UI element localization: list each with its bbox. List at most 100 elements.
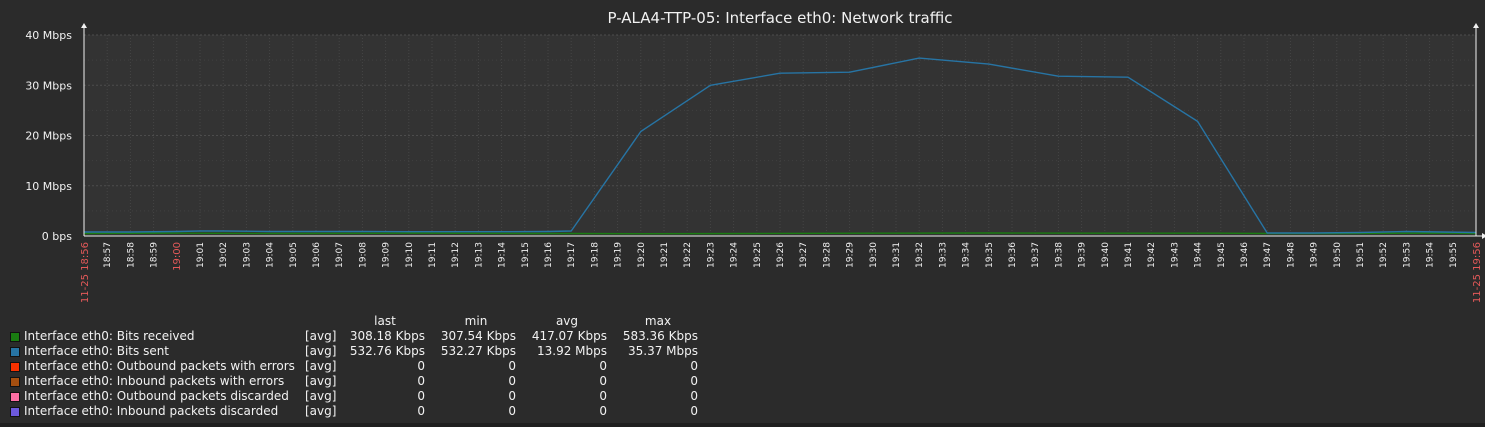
legend-row-inbound-discarded: Interface eth0: Inbound packets discarde… <box>0 404 720 419</box>
x-tick-label: 19:22 <box>683 242 693 268</box>
legend-item-max: 0 <box>690 404 698 418</box>
x-tick-label: 19:39 <box>1078 242 1088 268</box>
legend-item-last: 0 <box>417 374 425 388</box>
legend-item-last: 0 <box>417 359 425 373</box>
y-axis-arrow-right <box>1473 23 1479 28</box>
x-tick-label: 19:02 <box>219 242 229 268</box>
legend-item-name: Interface eth0: Outbound packets with er… <box>24 359 295 373</box>
legend-item-last: 0 <box>417 404 425 418</box>
legend-item-max: 0 <box>690 389 698 403</box>
legend-item-avg: 13.92 Mbps <box>536 344 607 358</box>
legend-row-outbound-discarded: Interface eth0: Outbound packets discard… <box>0 389 720 404</box>
x-tick-label: 19:06 <box>312 242 322 268</box>
x-tick-label: 19:04 <box>266 242 276 268</box>
x-tick-label: 19:01 <box>196 242 206 268</box>
y-tick-label: 10 Mbps <box>25 180 72 193</box>
legend-row-inbound-errors: Interface eth0: Inbound packets with err… <box>0 374 720 389</box>
x-tick-label: 19:20 <box>637 242 647 268</box>
legend-swatch <box>10 407 20 417</box>
x-tick-label: 19:27 <box>799 242 809 268</box>
x-tick-label: 19:11 <box>428 242 438 268</box>
legend-swatch <box>10 392 20 402</box>
legend-item-min: 0 <box>508 404 516 418</box>
x-tick-label: 19:13 <box>474 242 484 268</box>
x-tick-label: 19:03 <box>242 242 252 268</box>
x-start-label: 11-25 18:56 <box>80 242 91 303</box>
legend-item-max: 0 <box>690 374 698 388</box>
x-end-label: 11-25 19:56 <box>1472 242 1483 303</box>
legend-item-name: Interface eth0: Outbound packets discard… <box>24 389 289 403</box>
x-tick-label: 19:37 <box>1031 242 1041 268</box>
x-tick-label: 19:50 <box>1333 242 1343 268</box>
legend-item-func: [avg] <box>305 344 337 358</box>
y-tick-label: 20 Mbps <box>25 130 72 143</box>
legend-header-last: last <box>374 314 396 328</box>
x-tick-label: 19:41 <box>1124 242 1134 268</box>
x-tick-label: 19:32 <box>915 242 925 268</box>
x-tick-label: 19:40 <box>1101 242 1111 268</box>
y-axis-arrow <box>81 23 87 28</box>
legend-item-min: 0 <box>508 389 516 403</box>
y-tick-label: 40 Mbps <box>25 29 72 42</box>
legend-item-func: [avg] <box>305 404 337 418</box>
legend-item-last: 308.18 Kbps <box>349 329 425 343</box>
legend-item-avg: 417.07 Kbps <box>531 329 607 343</box>
x-tick-label: 19:38 <box>1054 242 1064 268</box>
x-tick-label: 18:57 <box>103 242 113 268</box>
legend-swatch <box>10 377 20 387</box>
x-tick-label: 19:23 <box>706 242 716 268</box>
x-tick-label: 19:24 <box>730 242 740 268</box>
x-tick-label: 19:00 <box>172 242 183 271</box>
legend-item-avg: 0 <box>599 404 607 418</box>
x-tick-label: 19:36 <box>1008 242 1018 268</box>
x-tick-label: 19:21 <box>660 242 670 268</box>
network-traffic-chart: P-ALA4-TTP-05: Interface eth0: Network t… <box>25 9 1485 303</box>
x-tick-label: 19:29 <box>846 242 856 268</box>
x-tick-label: 19:34 <box>962 242 972 268</box>
legend-item-max: 35.37 Mbps <box>627 344 698 358</box>
legend-item-func: [avg] <box>305 329 337 343</box>
x-tick-label: 19:14 <box>498 242 508 268</box>
legend-item-min: 0 <box>508 359 516 373</box>
legend-item-func: [avg] <box>305 359 337 373</box>
legend-item-min: 307.54 Kbps <box>440 329 516 343</box>
x-tick-label: 19:25 <box>753 242 763 268</box>
x-tick-label: 19:54 <box>1426 242 1436 268</box>
legend-item-func: [avg] <box>305 389 337 403</box>
x-tick-label: 19:51 <box>1356 242 1366 268</box>
x-tick-label: 19:31 <box>892 242 902 268</box>
x-tick-label: 19:16 <box>544 242 554 268</box>
x-tick-label: 19:17 <box>567 242 577 268</box>
x-tick-label: 19:15 <box>521 242 531 268</box>
legend-item-avg: 0 <box>599 359 607 373</box>
legend-row-bits-received: Interface eth0: Bits received [avg] 308.… <box>0 329 720 344</box>
legend-item-func: [avg] <box>305 374 337 388</box>
legend: last min avg max Interface eth0: Bits re… <box>0 314 720 419</box>
series-line <box>84 57 1477 234</box>
x-tick-label: 19:43 <box>1170 242 1180 268</box>
legend-swatch <box>10 347 20 357</box>
x-tick-label: 19:28 <box>822 242 832 268</box>
x-tick-label: 19:08 <box>358 242 368 268</box>
x-tick-label: 19:26 <box>776 242 786 268</box>
x-tick-label: 19:52 <box>1379 242 1389 268</box>
x-tick-label: 19:42 <box>1147 242 1157 268</box>
x-tick-label: 19:09 <box>382 242 392 268</box>
legend-item-avg: 0 <box>599 389 607 403</box>
legend-row-bits-sent: Interface eth0: Bits sent [avg] 532.76 K… <box>0 344 720 359</box>
x-tick-label: 19:33 <box>938 242 948 268</box>
y-tick-label: 30 Mbps <box>25 79 72 92</box>
legend-header-max: max <box>644 314 672 328</box>
x-axis-arrow <box>1482 233 1485 239</box>
legend-item-min: 532.27 Kbps <box>440 344 516 358</box>
legend-header-min: min <box>464 314 488 328</box>
legend-header-avg: avg <box>555 314 579 328</box>
x-tick-label: 19:55 <box>1449 242 1459 268</box>
x-tick-label: 19:35 <box>985 242 995 268</box>
legend-swatch <box>10 332 20 342</box>
x-tick-label: 19:46 <box>1240 242 1250 268</box>
x-tick-label: 19:30 <box>869 242 879 268</box>
x-tick-label: 19:12 <box>451 242 461 268</box>
x-tick-label: 19:19 <box>614 242 624 268</box>
legend-item-name: Interface eth0: Inbound packets with err… <box>24 374 285 388</box>
